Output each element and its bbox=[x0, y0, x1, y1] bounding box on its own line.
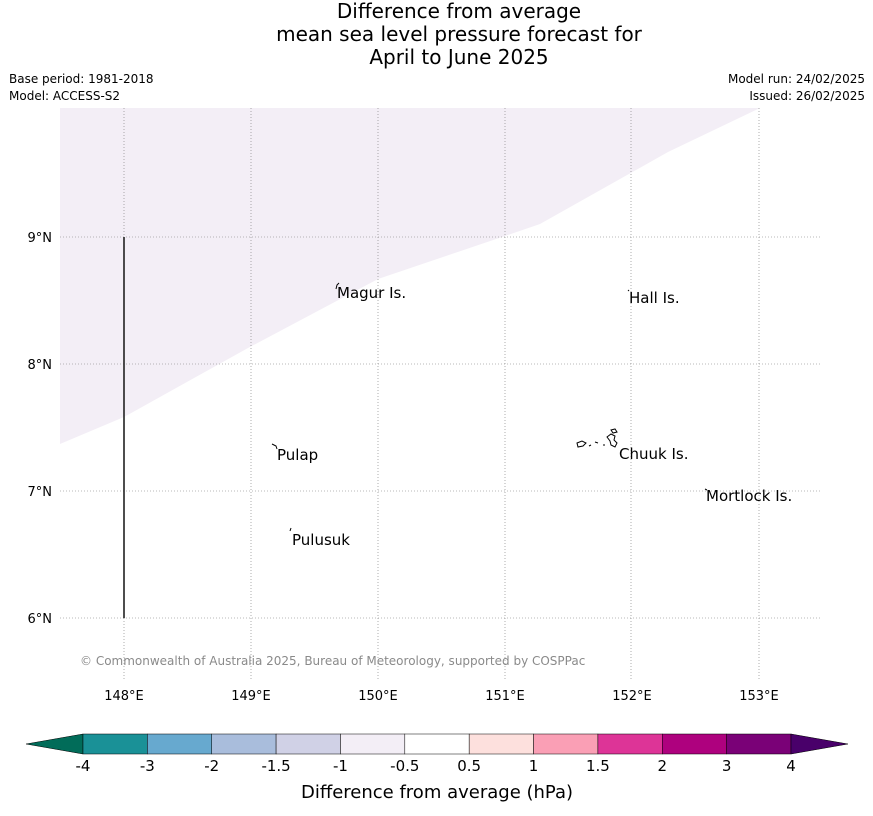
colorbar-tick-label: -3 bbox=[140, 757, 155, 775]
model-text: Model: ACCESS-S2 bbox=[9, 89, 121, 103]
colorbar-tick-labels: -4 -3 -2 -1.5 -1 -0.5 0.5 1 1.5 2 3 4 bbox=[76, 757, 796, 775]
island-pulusuk bbox=[289, 527, 292, 532]
title-line-3: April to June 2025 bbox=[369, 45, 549, 69]
colorbar-cell bbox=[726, 733, 792, 755]
place-label: Magur Is. bbox=[337, 284, 406, 302]
base-period-text: Base period: 1981-2018 bbox=[9, 72, 154, 86]
colorbar-cell bbox=[533, 733, 599, 755]
island-chuuk bbox=[576, 428, 618, 448]
lon-tick-label: 151°E bbox=[485, 689, 525, 704]
colorbar-tick-label: -2 bbox=[204, 757, 219, 775]
colorbar-tick-label: 1.5 bbox=[586, 757, 610, 775]
colorbar-tick-label: 1 bbox=[529, 757, 539, 775]
colorbar-cell bbox=[340, 733, 406, 755]
colorbar-axis-label: Difference from average (hPa) bbox=[301, 782, 573, 803]
anomaly-shaded-region bbox=[60, 108, 760, 444]
colorbar-tick-label: -1 bbox=[333, 757, 348, 775]
meta-right: Model run: 24/02/2025 Issued: 26/02/2025 bbox=[728, 71, 865, 105]
colorbar-under-arrow bbox=[25, 733, 84, 755]
colorbar-tick-label: 0.5 bbox=[457, 757, 481, 775]
colorbar-cell bbox=[275, 733, 341, 755]
meta-left: Base period: 1981-2018 Model: ACCESS-S2 bbox=[9, 71, 154, 105]
colorbar-over-arrow bbox=[790, 733, 849, 755]
colorbar-cell bbox=[468, 733, 534, 755]
title-line-1: Difference from average bbox=[336, 0, 582, 23]
colorbar-cell bbox=[211, 733, 277, 755]
lat-tick-label: 8°N bbox=[28, 358, 53, 373]
island-outlines bbox=[271, 282, 708, 532]
colorbar-cells bbox=[82, 733, 792, 755]
issued-text: Issued: 26/02/2025 bbox=[749, 89, 865, 103]
lon-tick-label: 150°E bbox=[358, 689, 398, 704]
place-label: Pulap bbox=[277, 446, 318, 464]
title-line-2: mean sea level pressure forecast for bbox=[276, 22, 642, 46]
colorbar: -4 -3 -2 -1.5 -1 -0.5 0.5 1 1.5 2 3 4 Difference fr… bbox=[25, 733, 849, 803]
place-label: Chuuk Is. bbox=[619, 445, 688, 463]
lat-tick-label: 7°N bbox=[28, 485, 53, 500]
model-run-text: Model run: 24/02/2025 bbox=[727, 72, 865, 86]
lat-tick-label: 6°N bbox=[28, 612, 53, 627]
island-magur bbox=[335, 282, 340, 290]
colorbar-cell bbox=[597, 733, 663, 755]
colorbar-cell bbox=[82, 733, 148, 755]
lon-tick-label: 148°E bbox=[104, 689, 144, 704]
colorbar-tick-label: 4 bbox=[786, 757, 796, 775]
lat-tick-label: 9°N bbox=[28, 231, 53, 246]
colorbar-tick-label: 3 bbox=[722, 757, 732, 775]
lon-tick-label: 152°E bbox=[612, 689, 652, 704]
copyright-text: © Commonwealth of Australia 2025, Bureau… bbox=[80, 654, 585, 668]
colorbar-tick-label: -4 bbox=[76, 757, 91, 775]
lon-tick-label: 153°E bbox=[739, 689, 779, 704]
colorbar-cell bbox=[404, 733, 470, 755]
place-label: Pulusuk bbox=[292, 531, 350, 549]
island-pulap bbox=[271, 443, 278, 450]
island-hall bbox=[627, 289, 630, 292]
lon-tick-label: 149°E bbox=[231, 689, 271, 704]
place-label: Mortlock Is. bbox=[706, 487, 792, 505]
colorbar-tick-label: -0.5 bbox=[390, 757, 419, 775]
island-mortlock bbox=[704, 488, 708, 491]
colorbar-tick-label: 2 bbox=[657, 757, 667, 775]
map-title: Difference from average mean sea level p… bbox=[0, 0, 873, 69]
colorbar-tick-label: -1.5 bbox=[261, 757, 290, 775]
colorbar-cell bbox=[147, 733, 212, 755]
colorbar-cell bbox=[662, 733, 727, 755]
place-label: Hall Is. bbox=[629, 289, 680, 307]
